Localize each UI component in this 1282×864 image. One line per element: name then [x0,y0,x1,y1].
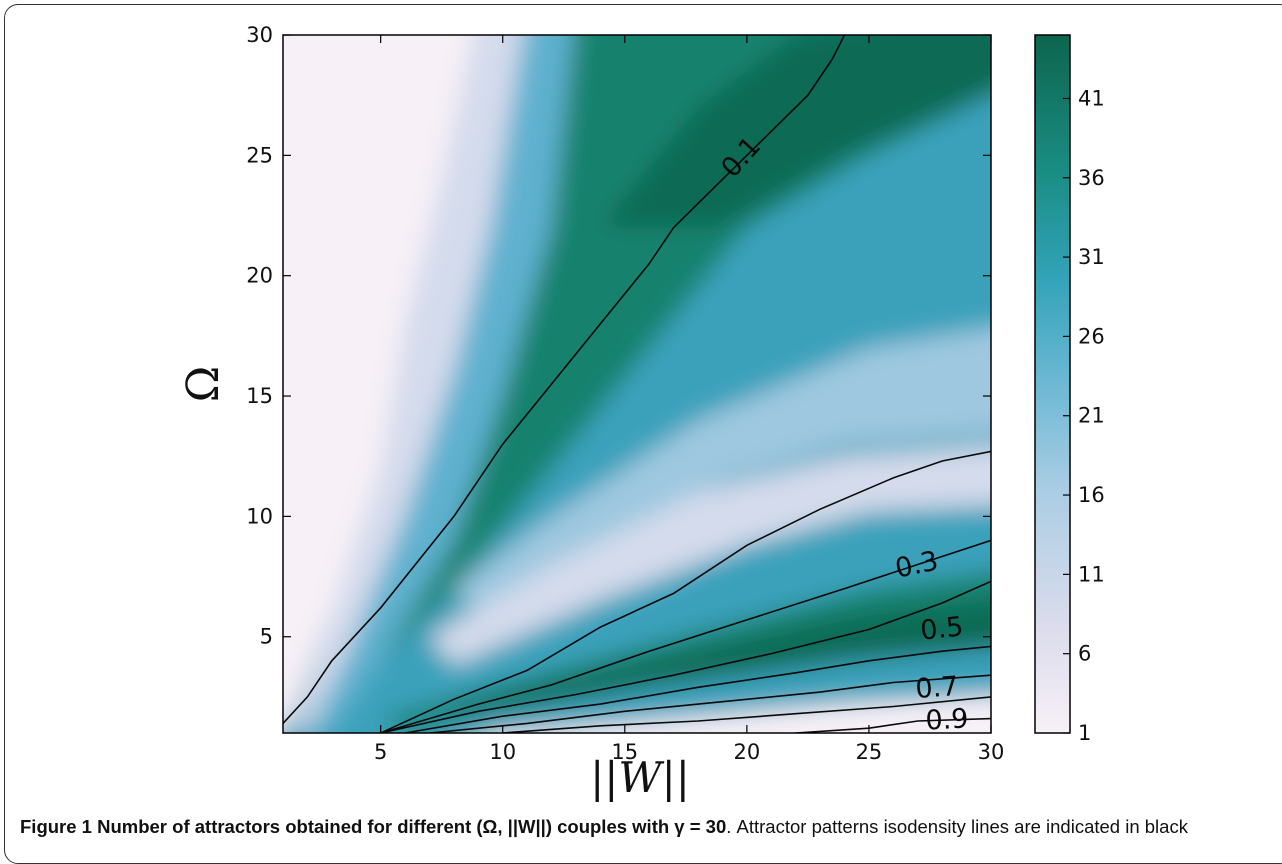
contour-line-5 [404,645,991,733]
heat-region-mid-light [453,327,991,613]
heat-field [283,35,991,733]
heatmap-chart: 0.10.30.50.70.9 5 10 15 20 25 3051015202530||… [178,23,1105,802]
caption-rest: . Attractor patterns isodensity lines ar… [726,816,1188,837]
contour-label-0.5: 0.5 [919,611,965,646]
x-tick-label-15: 15 [611,740,638,764]
y-tick-label-30: 30 [246,23,273,47]
heat-region-bottom [502,695,991,733]
y-tick-label-25: 25 [246,143,273,167]
contour-line-8 [795,717,991,733]
contour-line-7 [502,696,991,733]
contour-line-1 [283,35,846,724]
figure-caption: Figure 1 Number of attractors obtained f… [20,816,1270,838]
heat-region-ridge-core [600,35,991,228]
x-tick-label-10: 10 [489,740,516,764]
contour-label-0.7: 0.7 [914,671,959,705]
colorbar-tick-label-11: 11 [1078,562,1105,586]
colorbar-tick-label-31: 31 [1078,245,1105,269]
y-tick-label-15: 15 [246,384,273,408]
colorbar-gradient [1034,34,1071,734]
x-tick-label-25: 25 [856,740,883,764]
colorbar-tick-label-26: 26 [1078,324,1105,348]
heat-region-mid [307,35,574,733]
contour-line-4 [380,580,991,733]
colorbar-tick-label-36: 36 [1078,166,1105,190]
caption-bold: Figure 1 Number of attractors obtained f… [20,816,727,837]
x-axis-label: ||W|| [590,753,690,802]
x-tick-label-30: 30 [978,740,1005,764]
contour-line-3 [380,539,991,733]
colorbar-tick-label-21: 21 [1078,404,1105,428]
heat-region-low [283,35,474,729]
colorbar-tick-label-6: 6 [1078,642,1091,666]
contour-line-2 [380,450,991,733]
heat-region-lower-core [453,600,991,719]
y-axis-label: Ω [178,366,229,402]
y-tick-label-5: 5 [260,625,273,649]
contour-label-0.9: 0.9 [925,703,970,736]
colorbar-tick-label-16: 16 [1078,483,1105,507]
y-tick-label-10: 10 [246,504,273,528]
x-tick-label-5: 5 [374,740,387,764]
heat-region-pale-band [429,445,991,666]
y-tick-label-20: 20 [246,264,273,288]
colorbar-tick-label-41: 41 [1078,86,1105,110]
heatmap-surface [283,35,991,733]
heat-region-light [295,35,524,733]
contour-line-6 [429,674,991,733]
colorbar-tick-label-1: 1 [1078,721,1091,745]
plot-area-border [282,34,992,734]
x-tick-label-20: 20 [733,740,760,764]
